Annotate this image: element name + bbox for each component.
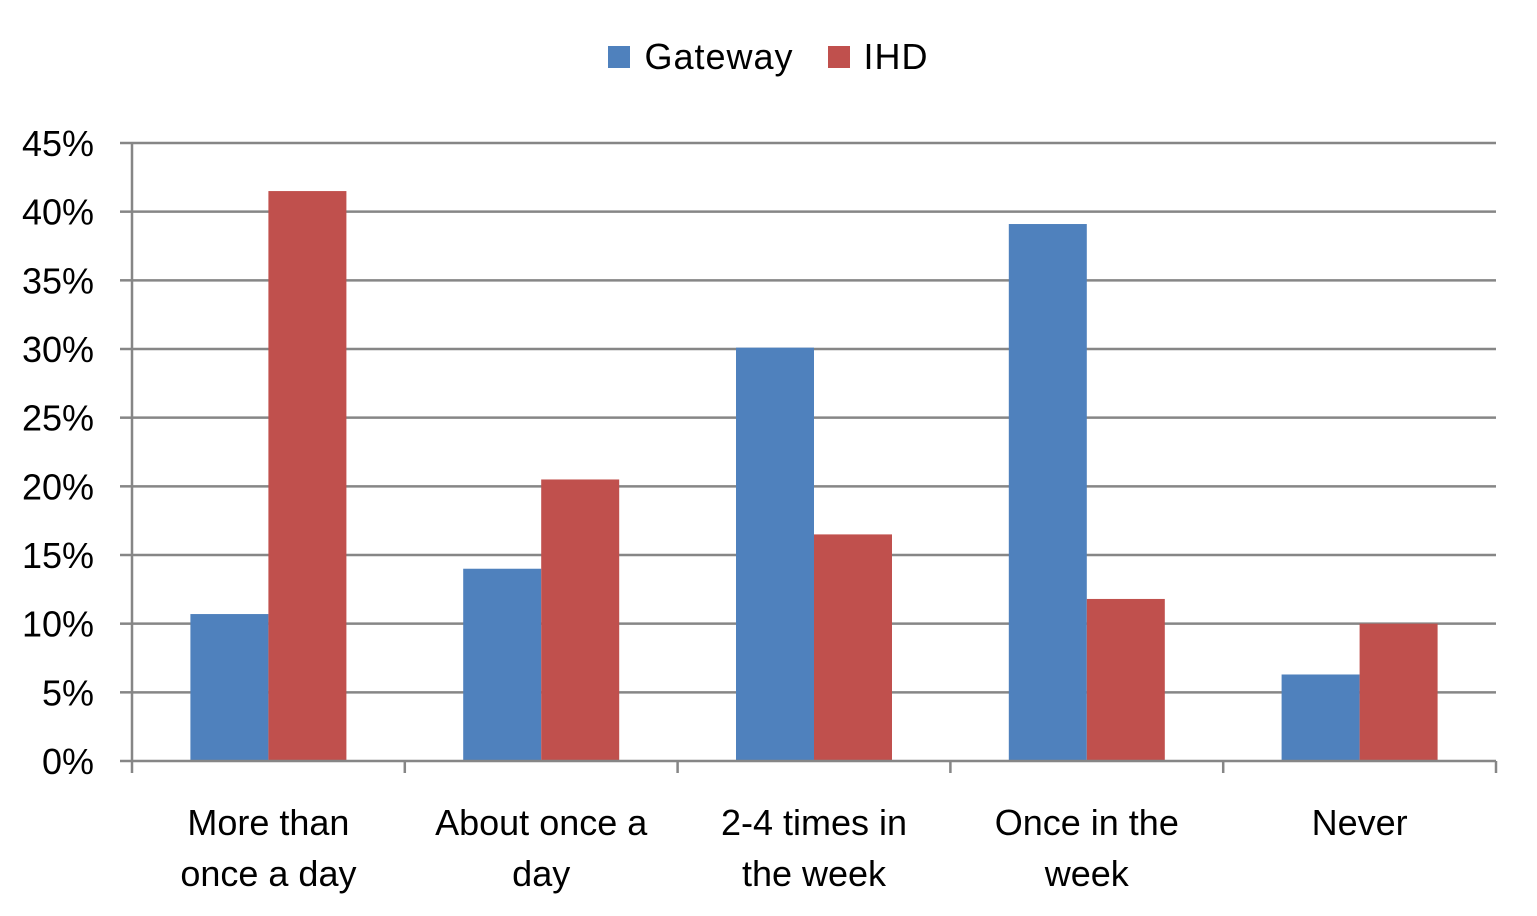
bar-gateway <box>736 347 814 761</box>
bar-gateway <box>1008 224 1087 761</box>
legend-item-ihd: IHD <box>827 36 929 78</box>
y-tick-label: 25% <box>22 398 94 439</box>
y-tick-label: 15% <box>22 535 94 576</box>
x-tick-label: About once a day <box>435 802 648 894</box>
y-tick-label: 40% <box>22 192 94 233</box>
x-tick-label: More than once a day <box>180 802 356 894</box>
legend-swatch-gateway <box>608 46 631 68</box>
bar-gateway <box>1281 674 1360 761</box>
legend-label-ihd: IHD <box>863 36 929 77</box>
legend: Gateway IHD <box>0 36 1537 78</box>
bar-ihd <box>1359 623 1438 761</box>
y-tick-label: 20% <box>22 466 94 507</box>
y-tick-label: 35% <box>22 260 94 301</box>
x-tick-label-line: Once in the <box>995 802 1179 843</box>
x-tick-label: Once in the week <box>995 802 1179 894</box>
x-tick-label-line: the week <box>742 853 887 894</box>
x-tick-label-line: More than <box>187 802 349 843</box>
bar-ihd <box>1086 598 1165 761</box>
bar-gateway <box>190 614 269 761</box>
x-tick-label: 2-4 times in the week <box>721 802 907 894</box>
bar-ihd <box>268 191 347 762</box>
legend-item-gateway: Gateway <box>608 36 793 78</box>
x-tick-label-line: 2-4 times in <box>721 802 907 843</box>
x-tick-label-line: About once a <box>435 802 648 843</box>
x-tick-label: Never <box>1312 802 1408 843</box>
bar-ihd <box>814 534 892 761</box>
y-tick-label: 10% <box>22 604 94 645</box>
y-tick-label: 45% <box>22 123 94 164</box>
y-tick-label: 30% <box>22 329 94 370</box>
x-tick-label-line: week <box>1044 853 1130 894</box>
y-tick-label: 5% <box>42 672 94 713</box>
x-tick-label-line: day <box>512 853 570 894</box>
y-tick-label: 0% <box>42 741 94 782</box>
bar-gateway <box>463 568 542 761</box>
x-tick-label-line: once a day <box>180 853 356 894</box>
x-tick-label-line: Never <box>1312 802 1408 843</box>
legend-label-gateway: Gateway <box>644 36 794 77</box>
legend-swatch-ihd <box>827 46 850 68</box>
bar-ihd <box>541 479 620 761</box>
